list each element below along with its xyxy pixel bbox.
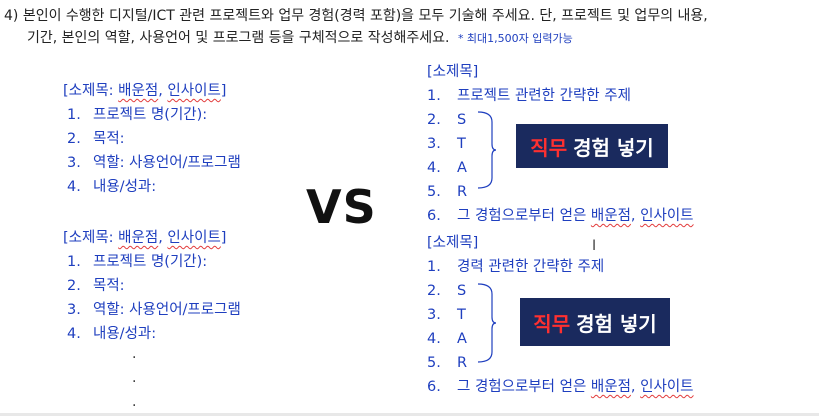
left-subtitle-2: [소제목: 배운점, 인사이트] xyxy=(63,230,227,246)
list-item: 1. 경력 관련한 간략한 주제 xyxy=(427,259,605,275)
list-item: 1. 프로젝트 명(기간): xyxy=(67,107,208,123)
list-item: 3. T xyxy=(427,136,466,152)
ellipsis-dot: · xyxy=(132,398,137,414)
list-item: 6. 그 경험으로부터 얻은 배운점, 인사이트 xyxy=(427,208,694,224)
list-item: 2. 목적: xyxy=(67,278,125,294)
divider xyxy=(0,413,819,416)
vs-label: VS xyxy=(306,180,377,234)
list-item: 5. R xyxy=(427,184,468,200)
list-item: 4. A xyxy=(427,160,467,176)
list-item: 4. 내용/성과: xyxy=(67,326,157,342)
char-limit-note: * 최대1,500자 입력가능 xyxy=(457,32,573,45)
bracket-icon xyxy=(477,283,497,363)
list-item: 1. 프로젝트 관련한 간략한 주제 xyxy=(427,88,631,104)
list-item: 6. 그 경험으로부터 얻은 배운점, 인사이트 xyxy=(427,379,694,395)
list-item: 4. A xyxy=(427,331,467,347)
list-item: 1. 프로젝트 명(기간): xyxy=(67,254,208,270)
list-item: 3. 역할: 사용언어/프로그램 xyxy=(67,302,241,318)
ellipsis-dot: · xyxy=(132,350,137,366)
list-item: 4. 내용/성과: xyxy=(67,179,157,195)
ellipsis-dot: · xyxy=(132,374,137,390)
left-subtitle-1: [소제목: 배운점, 인사이트] xyxy=(63,83,227,99)
list-item: 3. T xyxy=(427,307,466,323)
right-subtitle-2: [소제목] xyxy=(427,235,479,251)
question-text: 4) 본인이 수행한 디지털/ICT 관련 프로젝트와 업무 경험(경력 포함)… xyxy=(4,5,816,50)
left-template-2: [소제목: 배운점, 인사이트] 1. 프로젝트 명(기간): 2. 목적: 3. 역… xyxy=(63,226,241,346)
job-experience-badge-1: 직무 경험 넣기 xyxy=(516,124,668,168)
question-line-2: 기간, 본인의 역할, 사용언어 및 프로그램 등을 구체적으로 작성해주세요. xyxy=(27,30,450,46)
list-item: 2. S xyxy=(427,283,467,299)
bracket-icon xyxy=(477,111,497,189)
list-item: 2. S xyxy=(427,112,467,128)
right-template-1: [소제목] 1. 프로젝트 관련한 간략한 주제 2. S 3. T 4. A 5. R … xyxy=(427,60,694,228)
list-item: 5. R xyxy=(427,355,468,371)
text-cursor-icon: I xyxy=(592,238,597,254)
right-subtitle-1: [소제목] xyxy=(427,64,479,80)
left-template-1: [소제목: 배운점, 인사이트] 1. 프로젝트 명(기간): 2. 목적: 3. 역… xyxy=(63,79,241,199)
right-template-2: [소제목] 1. 경력 관련한 간략한 주제 2. S 3. T 4. A 5. R 6.… xyxy=(427,231,694,399)
list-item: 3. 역할: 사용언어/프로그램 xyxy=(67,155,241,171)
list-item: 2. 목적: xyxy=(67,131,125,147)
question-line-1: 4) 본인이 수행한 디지털/ICT 관련 프로젝트와 업무 경험(경력 포함)… xyxy=(4,8,708,24)
job-experience-badge-2: 직무 경험 넣기 xyxy=(520,298,670,346)
